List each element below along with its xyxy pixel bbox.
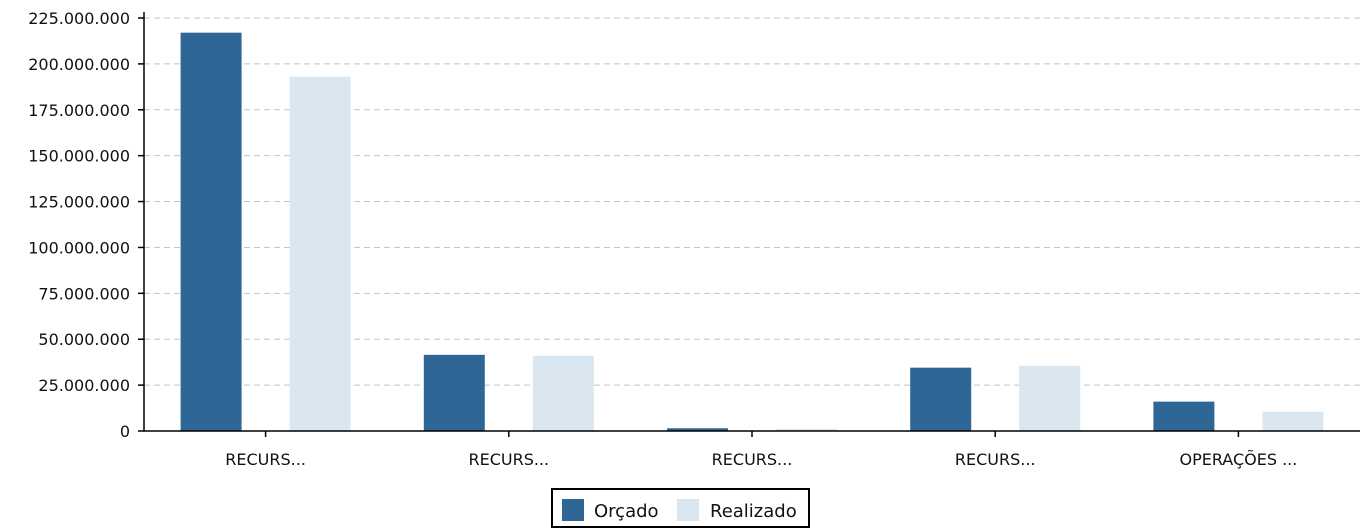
bar-realizado bbox=[776, 428, 837, 431]
bar-realizado bbox=[532, 355, 594, 431]
bar-orcado bbox=[667, 428, 728, 431]
x-tick-labels: RECURS... RECURS... RECURS... RECURS... OPER… bbox=[225, 431, 1297, 469]
bar-realizado bbox=[1262, 411, 1324, 431]
legend-label-orcado: Orçado bbox=[594, 501, 659, 522]
y-tick-label: 200.000.000 bbox=[28, 55, 130, 74]
y-tick-label: 225.000.000 bbox=[28, 9, 130, 28]
y-tick-label: 100.000.000 bbox=[28, 238, 130, 257]
y-tick-label: 75.000.000 bbox=[38, 284, 130, 303]
legend-label-realizado: Realizado bbox=[710, 501, 797, 522]
x-tick-label: OPERAÇÕES ... bbox=[1179, 450, 1297, 469]
y-tick-labels: 0 25.000.000 50.000.000 75.000.000 100.000.0… bbox=[28, 9, 144, 441]
y-tick-label: 25.000.000 bbox=[38, 376, 130, 395]
x-tick-label: RECURS... bbox=[712, 450, 793, 469]
bar-orcado bbox=[180, 32, 242, 431]
y-tick-label: 125.000.000 bbox=[28, 193, 130, 212]
y-tick-label: 150.000.000 bbox=[28, 147, 130, 166]
bars bbox=[180, 32, 1324, 431]
x-tick-label: RECURS... bbox=[955, 450, 1036, 469]
bar-orcado bbox=[1153, 401, 1215, 431]
y-tick-label: 0 bbox=[120, 422, 130, 441]
legend-swatch-realizado bbox=[677, 499, 699, 521]
y-tick-label: 175.000.000 bbox=[28, 101, 130, 120]
legend: Orçado Realizado bbox=[551, 488, 810, 528]
bar-realizado bbox=[289, 76, 351, 431]
bar-orcado bbox=[910, 367, 972, 431]
x-tick-label: RECURS... bbox=[468, 450, 549, 469]
bar-realizado bbox=[1019, 365, 1081, 431]
y-tick-label: 50.000.000 bbox=[38, 330, 130, 349]
x-tick-label: RECURS... bbox=[225, 450, 306, 469]
legend-swatch-orcado bbox=[562, 499, 584, 521]
bar-orcado bbox=[423, 354, 485, 431]
